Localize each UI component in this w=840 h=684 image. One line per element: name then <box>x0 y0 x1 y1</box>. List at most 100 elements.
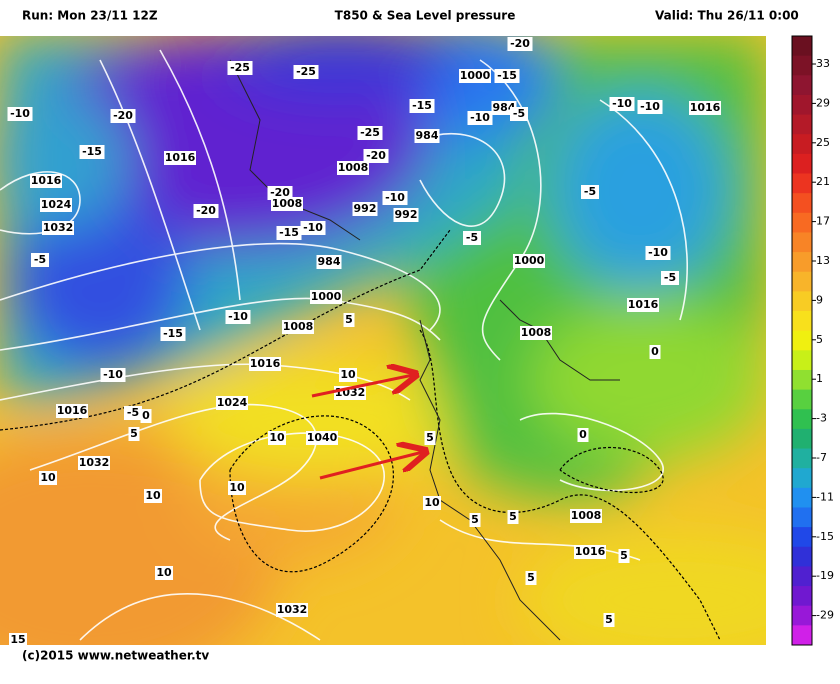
contour-label: 1032 <box>277 603 308 616</box>
label-box <box>155 566 173 580</box>
label-box <box>193 204 219 218</box>
contour-label: 1016 <box>575 545 606 558</box>
label-box <box>603 613 615 627</box>
colorbar-label: 13 <box>816 254 830 267</box>
run-label: Run: Mon 23/11 12Z <box>22 9 158 23</box>
arrow <box>311 375 413 398</box>
contour-label: 1008 <box>338 161 369 174</box>
contour-label: 10 <box>145 489 161 502</box>
label-box <box>7 107 33 121</box>
contour-label: -5 <box>127 406 139 419</box>
label-box <box>393 208 419 222</box>
contour-label: 984 <box>416 129 439 142</box>
contour-label: 1016 <box>690 101 721 114</box>
contour-label: 1032 <box>43 221 74 234</box>
colorbar-segment <box>792 507 812 528</box>
contour-label: 5 <box>620 549 628 562</box>
colorbar-segment <box>792 271 812 292</box>
colorbar-label: -7 <box>816 451 827 464</box>
label-box <box>637 100 663 114</box>
label-box <box>316 255 342 269</box>
contour-label: -15 <box>279 226 299 239</box>
label-box <box>30 174 62 188</box>
contour-label: -5 <box>664 271 676 284</box>
label-box <box>276 226 302 240</box>
colorbar-segment <box>792 605 812 626</box>
label-box <box>520 326 552 340</box>
contour-label: -10 <box>640 100 660 113</box>
contour-label: -10 <box>10 107 30 120</box>
colorbar-label: 1 <box>816 372 823 385</box>
label-box <box>160 327 186 341</box>
label-box <box>56 404 88 418</box>
contour-label: 1040 <box>307 431 338 444</box>
label-box <box>645 246 671 260</box>
contour-label: -25 <box>230 61 250 74</box>
contour-label: -15 <box>82 145 102 158</box>
label-box <box>276 603 308 617</box>
contour-label: 1008 <box>272 197 303 210</box>
label-box <box>469 513 481 527</box>
colorbar-label: -29 <box>816 609 834 622</box>
contour-label: -10 <box>228 310 248 323</box>
contour-label: -5 <box>34 253 46 266</box>
colorbar-label: 5 <box>816 333 823 346</box>
colorbar-segment <box>792 173 812 194</box>
colorbar-segment <box>792 311 812 332</box>
contour-label: 5 <box>471 513 479 526</box>
label-box <box>649 345 661 359</box>
colorbar-segment <box>792 153 812 175</box>
label-box <box>39 471 57 485</box>
label-box <box>661 271 679 285</box>
contour-label: -5 <box>513 107 525 120</box>
label-box <box>310 290 342 304</box>
colorbar-segment <box>792 448 812 469</box>
contour-label: 10 <box>40 471 56 484</box>
colorbar-segment <box>792 428 812 450</box>
colorbar-segment <box>792 193 812 214</box>
colorbar-segment <box>792 55 812 76</box>
label-box <box>525 571 537 585</box>
colorbar-label: 9 <box>816 293 823 306</box>
label-box <box>225 310 251 324</box>
contour-label: 1016 <box>31 174 62 187</box>
colorbar-label: -3 <box>816 412 827 425</box>
colorbar-segment <box>792 291 812 312</box>
valid-label: Valid: Thu 26/11 0:00 <box>655 9 799 23</box>
contour-label: 5 <box>426 431 434 444</box>
colorbar-segment <box>792 527 812 548</box>
contour-label: 5 <box>130 427 138 440</box>
colorbar-segment <box>792 546 812 567</box>
label-box <box>79 145 105 159</box>
label-box <box>363 149 389 163</box>
label-box <box>267 186 293 200</box>
label-box <box>216 396 248 410</box>
colorbar-segment <box>792 350 812 371</box>
contour-label: -10 <box>612 97 632 110</box>
contour-label: 984 <box>318 255 341 268</box>
label-box <box>42 221 74 235</box>
label-box <box>513 254 545 268</box>
contour-label: 1008 <box>283 320 314 333</box>
label-box <box>300 221 326 235</box>
colorbar-segment <box>792 36 812 57</box>
contour-label: -10 <box>303 221 323 234</box>
label-box <box>494 69 520 83</box>
label-box <box>627 298 659 312</box>
colorbar-label: 17 <box>816 215 830 228</box>
contour-label: 1000 <box>311 290 342 303</box>
contour-label: 10 <box>229 481 245 494</box>
label-box <box>352 202 378 216</box>
label-box <box>339 368 357 382</box>
contour-label: 10 <box>156 566 172 579</box>
colorbar-label: 21 <box>816 175 830 188</box>
label-box <box>124 406 142 420</box>
label-box <box>467 111 493 125</box>
label-box <box>507 37 533 51</box>
colorbar-segment <box>792 409 812 430</box>
label-box <box>227 61 253 75</box>
label-box <box>144 489 162 503</box>
colorbar-segment <box>792 232 812 253</box>
label-box <box>618 549 630 563</box>
